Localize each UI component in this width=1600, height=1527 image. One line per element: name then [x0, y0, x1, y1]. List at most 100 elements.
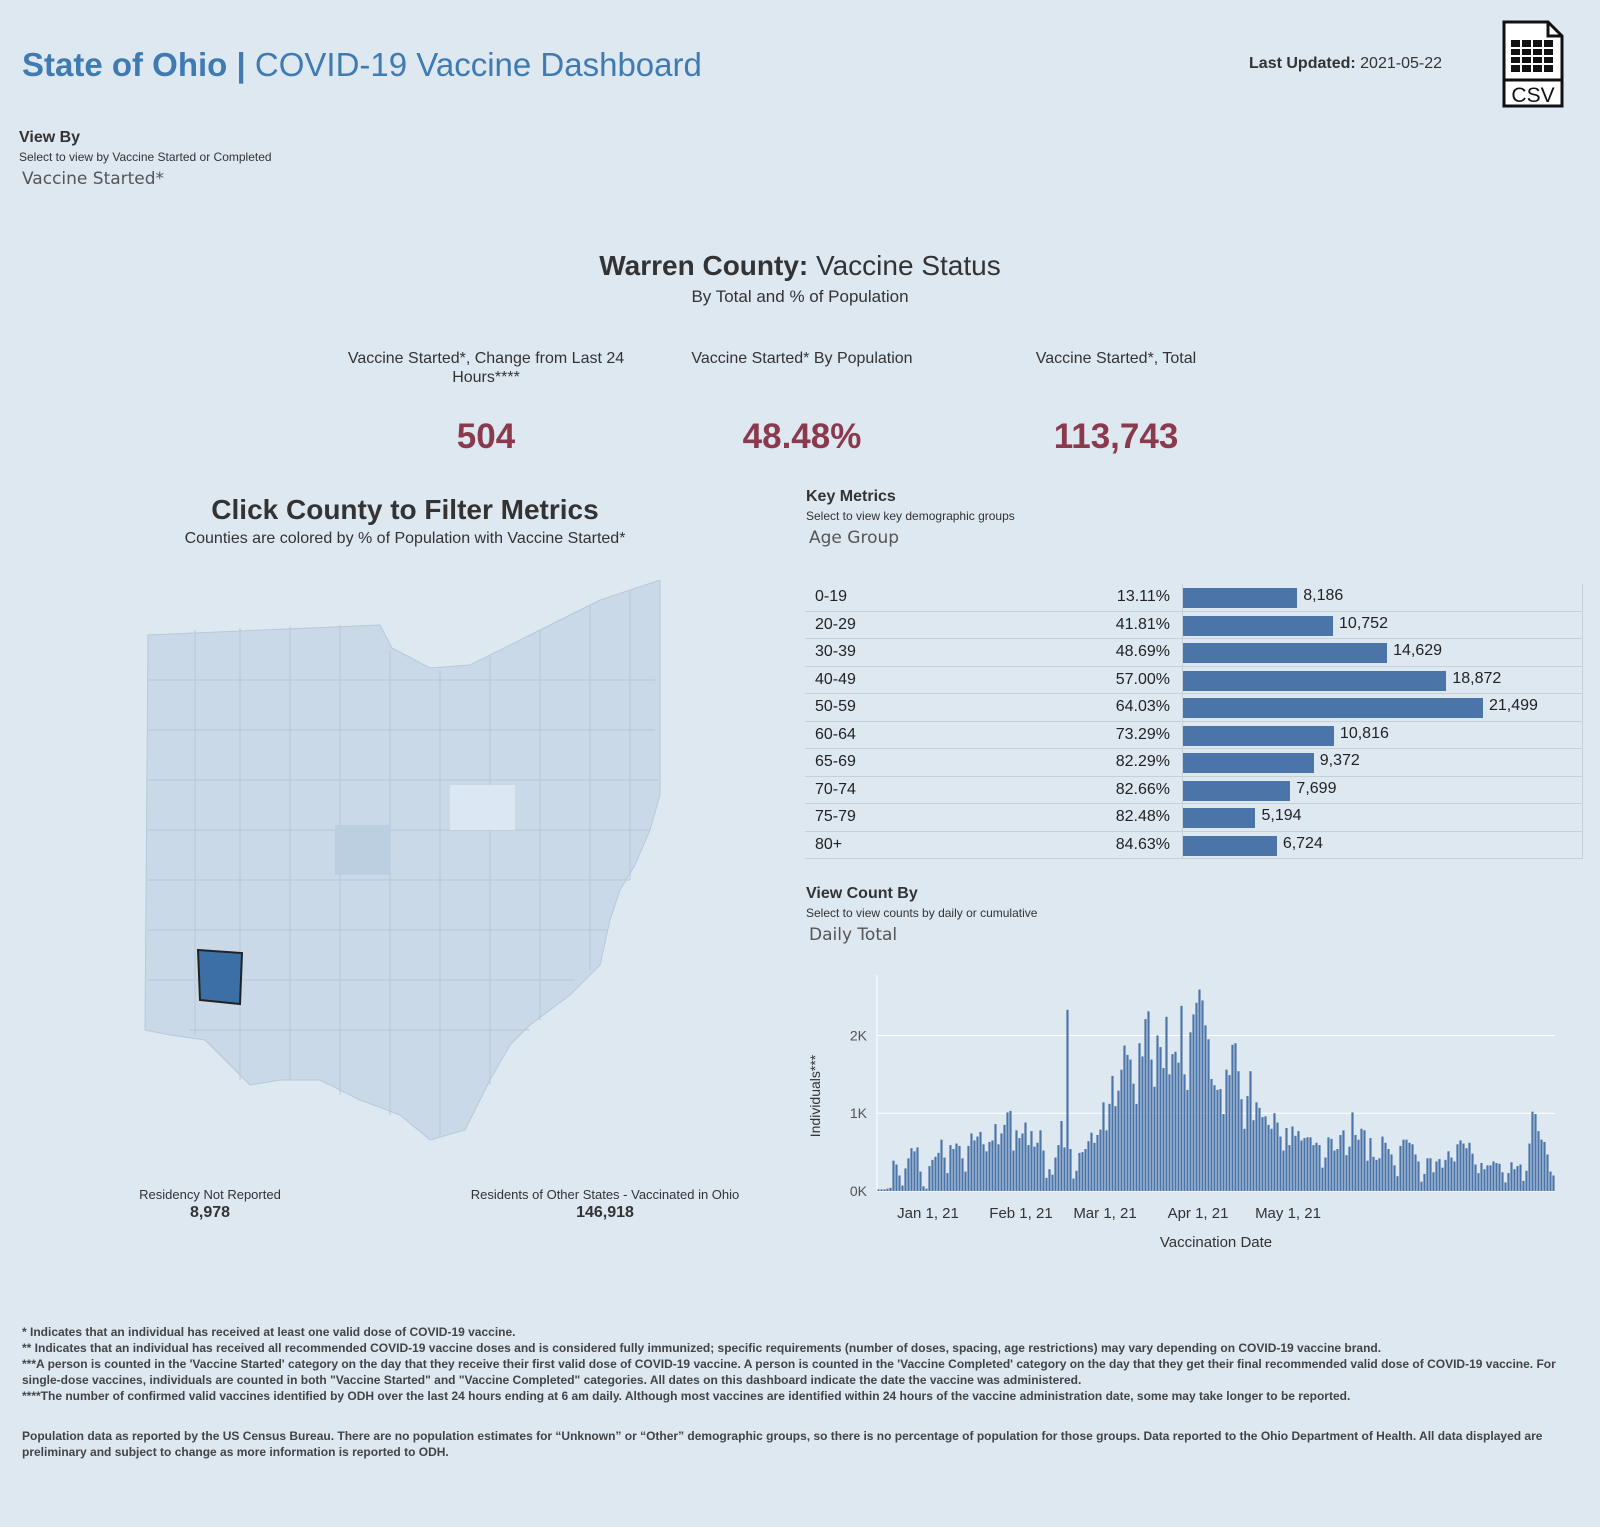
daily-bar: [1054, 1157, 1057, 1191]
daily-bar: [1423, 1173, 1426, 1191]
daily-bar: [1525, 1170, 1528, 1191]
daily-bar: [1018, 1138, 1021, 1191]
daily-bar: [1024, 1122, 1027, 1191]
daily-bar: [1036, 1142, 1039, 1191]
daily-bar: [1258, 1107, 1261, 1191]
age-row[interactable]: 50-59 64.03% 21,499: [805, 693, 1583, 722]
x-axis-title: Vaccination Date: [1160, 1234, 1272, 1251]
daily-bar: [1198, 989, 1201, 1191]
view-count-select[interactable]: Daily Total: [809, 925, 898, 945]
csv-download-icon[interactable]: CSV: [1502, 20, 1564, 108]
daily-bar: [1480, 1163, 1483, 1191]
last-updated-value: 2021-05-22: [1360, 55, 1442, 72]
daily-bar: [1474, 1164, 1477, 1191]
daily-bar: [892, 1160, 895, 1191]
age-group-label: 50-59: [805, 693, 1035, 722]
age-row[interactable]: 40-49 57.00% 18,872: [805, 666, 1583, 694]
daily-bar: [1072, 1178, 1075, 1191]
daily-bar: [1207, 1039, 1210, 1191]
daily-bar: [913, 1151, 916, 1191]
daily-bar: [895, 1164, 898, 1191]
daily-bar: [1150, 1059, 1153, 1191]
daily-bar: [1162, 1068, 1165, 1191]
daily-bar: [1471, 1153, 1474, 1191]
daily-bar: [1216, 1089, 1219, 1191]
daily-bar: [1330, 1138, 1333, 1191]
daily-bar: [1048, 1169, 1051, 1191]
county-borders: [148, 590, 658, 1135]
kpi-total-label: Vaccine Started*, Total: [1035, 350, 1197, 367]
daily-bar: [1234, 1043, 1237, 1191]
key-metrics-select[interactable]: Age Group: [809, 528, 900, 548]
daily-bar: [1309, 1137, 1312, 1191]
daily-bar: [1081, 1152, 1084, 1191]
daily-bar: [1456, 1144, 1459, 1191]
view-by-select[interactable]: Vaccine Started*: [22, 169, 165, 189]
age-group-bar-cell: 10,816: [1182, 721, 1583, 749]
daily-bar: [1270, 1128, 1273, 1191]
daily-bar: [946, 1173, 949, 1191]
daily-bar: [1246, 1096, 1249, 1191]
daily-bar: [1225, 1069, 1228, 1191]
daily-bar: [1498, 1163, 1501, 1191]
y-tick-label: 1K: [850, 1105, 868, 1121]
age-row[interactable]: 80+ 84.63% 6,724: [805, 831, 1583, 859]
daily-bar: [1021, 1133, 1024, 1191]
daily-bar: [1366, 1160, 1369, 1191]
daily-bar: [1549, 1171, 1552, 1191]
daily-bar: [1303, 1138, 1306, 1191]
daily-bar: [1135, 1103, 1138, 1191]
age-group-pct: 84.63%: [1035, 831, 1183, 859]
daily-bar: [1267, 1124, 1270, 1191]
daily-bar: [1426, 1158, 1429, 1191]
population-note: Population data as reported by the US Ce…: [22, 1429, 1543, 1459]
age-group-count: 14,629: [1393, 642, 1443, 659]
age-row[interactable]: 60-64 73.29% 10,816: [805, 721, 1583, 749]
daily-bar: [958, 1145, 961, 1191]
daily-bar: [1552, 1175, 1555, 1191]
age-row[interactable]: 30-39 48.69% 14,629: [805, 638, 1583, 667]
county-franklin[interactable]: [335, 825, 390, 875]
daily-bar: [1399, 1145, 1402, 1191]
residency-not-reported-value: 8,978: [189, 1204, 231, 1221]
age-group-count: 6,724: [1282, 834, 1323, 852]
daily-bar: [1033, 1146, 1036, 1191]
daily-bar: [889, 1187, 892, 1191]
map-subtitle: Counties are colored by % of Population …: [184, 530, 626, 547]
ohio-county-map[interactable]: [130, 580, 680, 1160]
county-light[interactable]: [450, 785, 515, 830]
daily-bar: [1084, 1149, 1087, 1191]
daily-bar: [961, 1158, 964, 1191]
daily-bar: [1147, 1011, 1150, 1191]
daily-bar: [1486, 1165, 1489, 1191]
age-group-bar: [1183, 780, 1291, 801]
age-group-pct: 57.00%: [1035, 666, 1183, 694]
age-group-bar-cell: 5,194: [1182, 803, 1583, 832]
other-states-label: Residents of Other States - Vaccinated i…: [470, 1187, 740, 1202]
daily-bar: [1111, 1075, 1114, 1191]
daily-bar: [1078, 1152, 1081, 1191]
age-row[interactable]: 75-79 82.48% 5,194: [805, 803, 1583, 832]
age-row[interactable]: 20-29 41.81% 10,752: [805, 611, 1583, 639]
daily-bar: [982, 1144, 985, 1191]
daily-bar: [1096, 1135, 1099, 1191]
age-row[interactable]: 70-74 82.66% 7,699: [805, 776, 1583, 804]
daily-bar: [1297, 1131, 1300, 1191]
county-name: Warren County:: [599, 250, 809, 281]
daily-bar: [964, 1171, 967, 1191]
residency-not-reported-label: Residency Not Reported: [139, 1187, 281, 1202]
daily-bar: [976, 1136, 979, 1191]
daily-bar: [1126, 1054, 1129, 1191]
age-row[interactable]: 0-19 13.11% 8,186: [805, 584, 1583, 612]
daily-bar: [1489, 1165, 1492, 1191]
y-tick-label: 0K: [850, 1183, 868, 1199]
daily-bar: [1363, 1130, 1366, 1191]
daily-bar: [1492, 1161, 1495, 1191]
age-row[interactable]: 65-69 82.29% 9,372: [805, 748, 1583, 777]
age-group-pct: 64.03%: [1035, 693, 1183, 722]
daily-bar: [1006, 1112, 1009, 1191]
x-tick-label: Jan 1, 21: [897, 1205, 959, 1222]
daily-bar: [1345, 1155, 1348, 1191]
county-warren-selected[interactable]: [196, 948, 244, 1006]
daily-bar: [1453, 1161, 1456, 1191]
